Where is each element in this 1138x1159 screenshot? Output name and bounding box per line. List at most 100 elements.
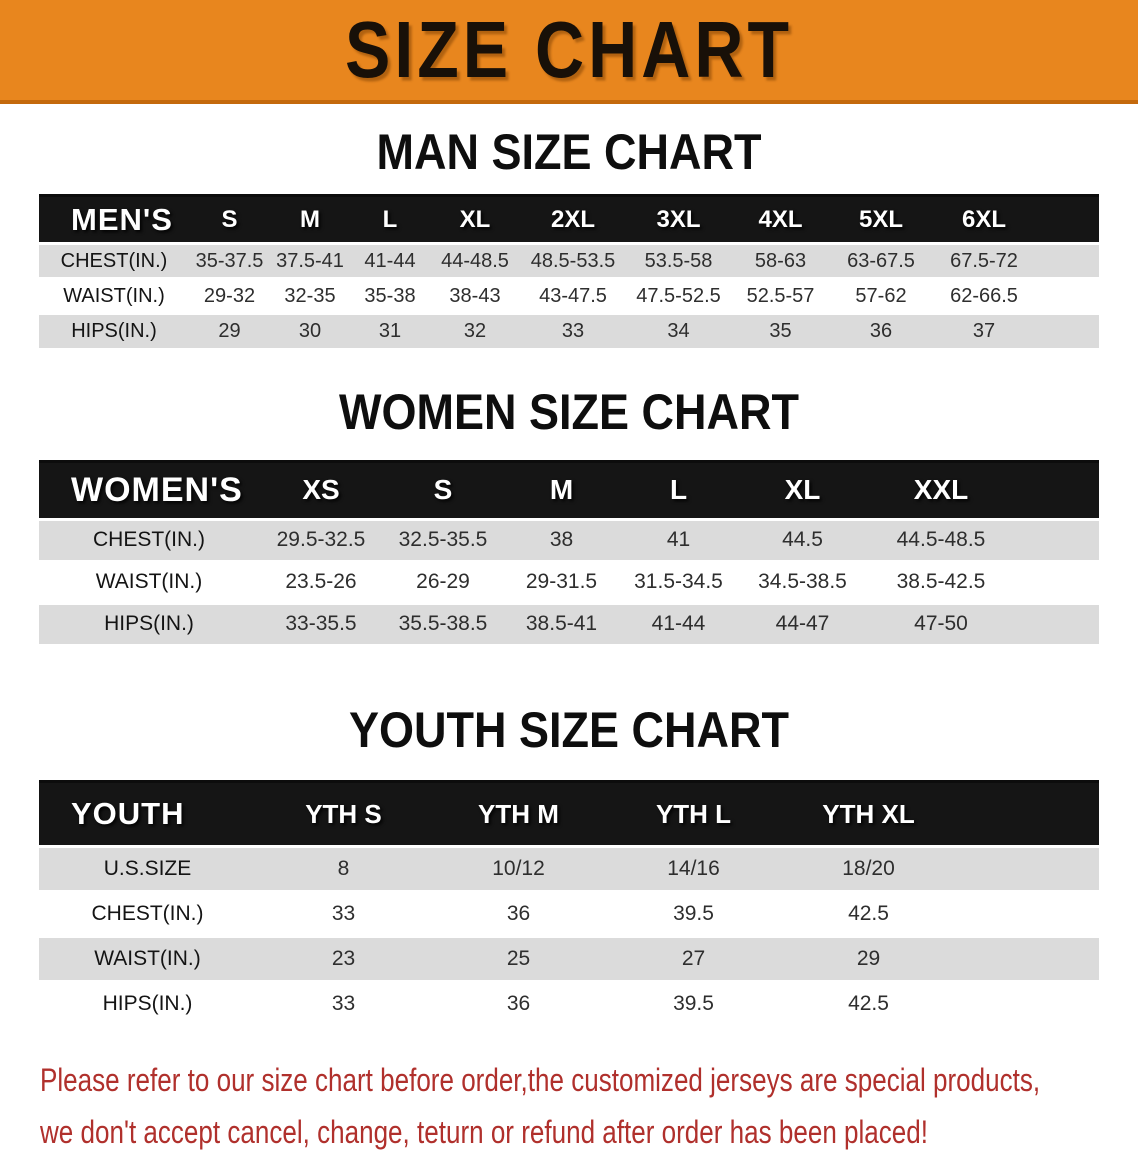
spacer-cell <box>1036 242 1099 280</box>
size-value-cell: 32.5-35.5 <box>383 517 503 562</box>
size-value-cell: 35 <box>731 312 830 350</box>
men-size-header: 4XL <box>731 195 830 244</box>
men-size-table: MEN'S S M L XL 2XL 3XL 4XL 5XL 6XL CHEST… <box>39 194 1099 350</box>
size-value-cell: 29-32 <box>189 277 270 315</box>
table-row: CHEST(IN.) 33 36 39.5 42.5 <box>39 890 1099 938</box>
row-label: WAIST(IN.) <box>39 559 259 604</box>
size-value-cell: 25 <box>431 935 606 983</box>
table-row: U.S.SIZE 8 10/12 14/16 18/20 <box>39 845 1099 893</box>
size-value-cell: 36 <box>431 980 606 1028</box>
size-value-cell: 23.5-26 <box>259 559 383 604</box>
size-value-cell: 32-35 <box>270 277 350 315</box>
men-size-header: 5XL <box>830 195 932 244</box>
table-row: CHEST(IN.) 35-37.5 37.5-41 41-44 44-48.5… <box>39 242 1099 280</box>
women-chart-heading: WOMEN SIZE CHART <box>339 382 799 440</box>
row-label: CHEST(IN.) <box>39 242 189 280</box>
women-size-header: S <box>383 461 503 519</box>
size-value-cell: 38-43 <box>430 277 520 315</box>
men-size-header: 6XL <box>932 195 1036 244</box>
row-label: HIPS(IN.) <box>39 312 189 350</box>
youth-header-row: YOUTH YTH S YTH M YTH L YTH XL <box>39 781 1099 847</box>
size-value-cell: 63-67.5 <box>830 242 932 280</box>
youth-size-header: YTH S <box>256 781 431 847</box>
disclaimer-line-2: we don't accept cancel, change, teturn o… <box>40 1113 929 1151</box>
size-value-cell: 47-50 <box>868 601 1014 646</box>
youth-size-header: YTH M <box>431 781 606 847</box>
youth-size-header: YTH XL <box>781 781 956 847</box>
women-size-header: M <box>503 461 620 519</box>
size-value-cell: 33 <box>256 980 431 1028</box>
size-value-cell: 42.5 <box>781 890 956 938</box>
size-value-cell: 37 <box>932 312 1036 350</box>
size-value-cell: 57-62 <box>830 277 932 315</box>
table-row: CHEST(IN.) 29.5-32.5 32.5-35.5 38 41 44.… <box>39 517 1099 562</box>
size-value-cell: 33 <box>256 890 431 938</box>
size-value-cell: 18/20 <box>781 845 956 893</box>
size-chart-banner: SIZE CHART <box>0 0 1138 104</box>
size-value-cell: 38.5-42.5 <box>868 559 1014 604</box>
size-value-cell: 33-35.5 <box>259 601 383 646</box>
size-value-cell: 42.5 <box>781 980 956 1028</box>
spacer-cell <box>1014 559 1099 604</box>
spacer-cell <box>956 935 1099 983</box>
size-value-cell: 36 <box>830 312 932 350</box>
size-value-cell: 39.5 <box>606 980 781 1028</box>
size-value-cell: 30 <box>270 312 350 350</box>
size-value-cell: 29 <box>189 312 270 350</box>
table-row: WAIST(IN.) 29-32 32-35 35-38 38-43 43-47… <box>39 277 1099 315</box>
size-value-cell: 58-63 <box>731 242 830 280</box>
spacer-cell <box>956 845 1099 893</box>
table-row: WAIST(IN.) 23.5-26 26-29 29-31.5 31.5-34… <box>39 559 1099 604</box>
man-chart-heading: MAN SIZE CHART <box>376 122 762 180</box>
size-value-cell: 32 <box>430 312 520 350</box>
women-size-table: WOMEN'S XS S M L XL XXL CHEST(IN.) 29.5-… <box>39 459 1099 646</box>
size-value-cell: 38.5-41 <box>503 601 620 646</box>
spacer-cell <box>1036 277 1099 315</box>
size-value-cell: 44-48.5 <box>430 242 520 280</box>
size-value-cell: 47.5-52.5 <box>626 277 731 315</box>
table-row: HIPS(IN.) 33 36 39.5 42.5 <box>39 980 1099 1028</box>
size-value-cell: 31 <box>350 312 430 350</box>
size-value-cell: 48.5-53.5 <box>520 242 626 280</box>
table-row: WAIST(IN.) 23 25 27 29 <box>39 935 1099 983</box>
size-value-cell: 41-44 <box>620 601 737 646</box>
row-label: CHEST(IN.) <box>39 517 259 562</box>
women-size-header: XS <box>259 461 383 519</box>
size-value-cell: 38 <box>503 517 620 562</box>
size-value-cell: 41 <box>620 517 737 562</box>
size-value-cell: 34.5-38.5 <box>737 559 868 604</box>
size-value-cell: 27 <box>606 935 781 983</box>
table-row: HIPS(IN.) 33-35.5 35.5-38.5 38.5-41 41-4… <box>39 601 1099 646</box>
row-label: CHEST(IN.) <box>39 890 256 938</box>
women-category-header: WOMEN'S <box>39 461 259 519</box>
youth-size-table: YOUTH YTH S YTH M YTH L YTH XL U.S.SIZE … <box>39 780 1099 1028</box>
size-value-cell: 26-29 <box>383 559 503 604</box>
women-header-row: WOMEN'S XS S M L XL XXL <box>39 461 1099 519</box>
men-size-header: S <box>189 195 270 244</box>
spacer-cell <box>1036 312 1099 350</box>
men-header-row: MEN'S S M L XL 2XL 3XL 4XL 5XL 6XL <box>39 195 1099 244</box>
size-value-cell: 53.5-58 <box>626 242 731 280</box>
order-disclaimer: Please refer to our size chart before or… <box>40 1054 1040 1159</box>
spacer-cell <box>1014 601 1099 646</box>
spacer-cell <box>956 890 1099 938</box>
size-value-cell: 39.5 <box>606 890 781 938</box>
size-value-cell: 35-38 <box>350 277 430 315</box>
size-value-cell: 41-44 <box>350 242 430 280</box>
women-size-header: XL <box>737 461 868 519</box>
size-value-cell: 29.5-32.5 <box>259 517 383 562</box>
row-label: WAIST(IN.) <box>39 935 256 983</box>
size-value-cell: 31.5-34.5 <box>620 559 737 604</box>
size-value-cell: 29 <box>781 935 956 983</box>
spacer-cell <box>1014 517 1099 562</box>
size-value-cell: 44.5 <box>737 517 868 562</box>
spacer-cell <box>956 781 1099 847</box>
men-category-header: MEN'S <box>39 195 189 244</box>
size-value-cell: 62-66.5 <box>932 277 1036 315</box>
size-value-cell: 52.5-57 <box>731 277 830 315</box>
youth-chart-heading: YOUTH SIZE CHART <box>348 700 789 758</box>
women-size-header: XXL <box>868 461 1014 519</box>
row-label: U.S.SIZE <box>39 845 256 893</box>
size-value-cell: 14/16 <box>606 845 781 893</box>
size-value-cell: 67.5-72 <box>932 242 1036 280</box>
